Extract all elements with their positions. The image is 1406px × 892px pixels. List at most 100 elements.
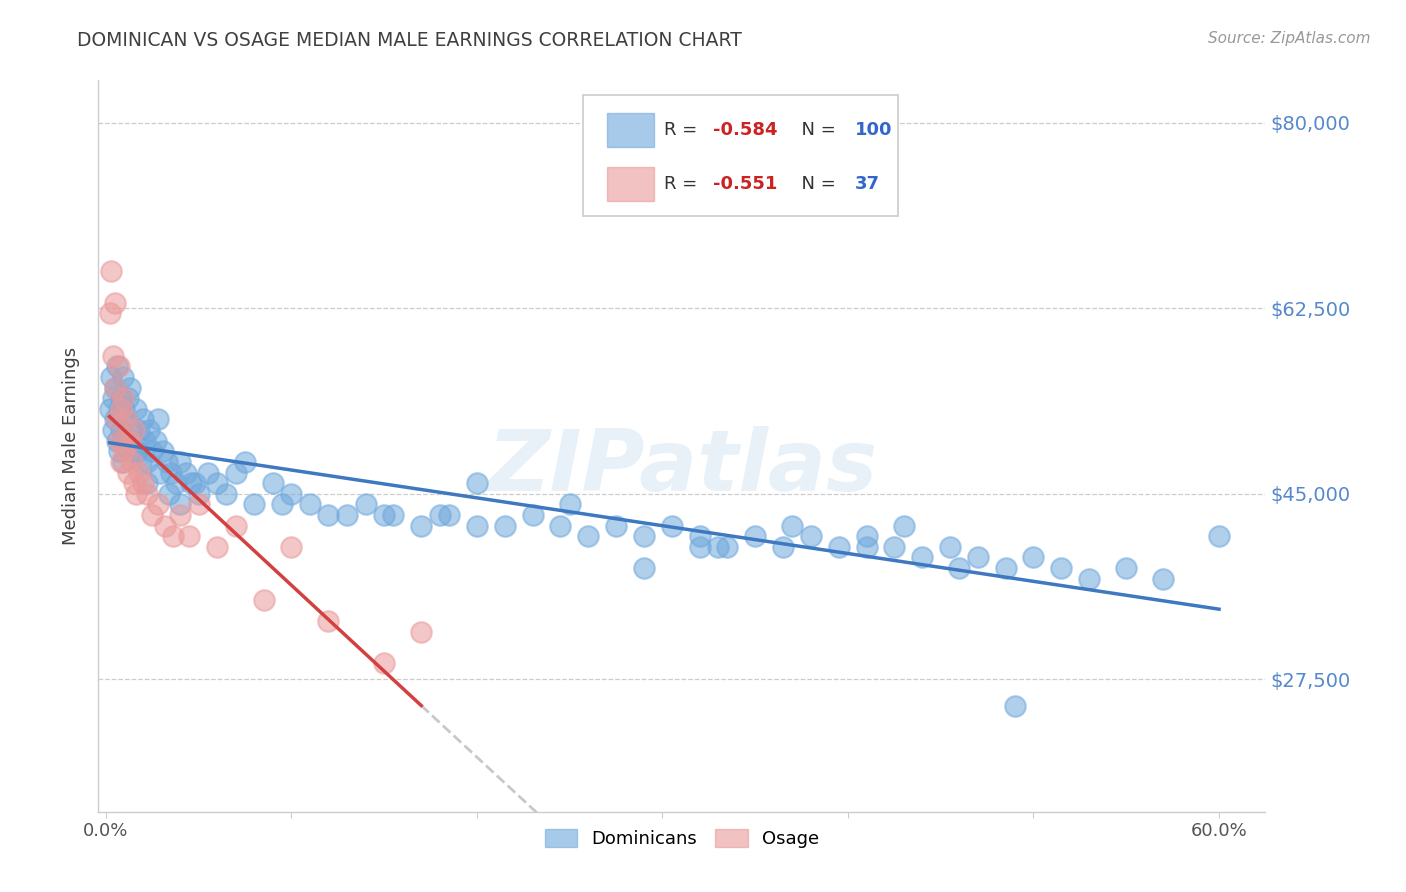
Point — [111, 370, 134, 384]
Point — [110, 401, 132, 416]
Text: N =: N = — [790, 121, 842, 139]
Text: ZIPatlas: ZIPatlas — [486, 426, 877, 509]
Point — [994, 561, 1017, 575]
Point — [744, 529, 766, 543]
Point — [138, 423, 160, 437]
Point — [893, 518, 915, 533]
Point — [411, 624, 433, 639]
Point — [128, 466, 150, 480]
Point — [411, 518, 433, 533]
Point — [1208, 529, 1230, 543]
Point — [280, 540, 302, 554]
Point — [132, 476, 155, 491]
Point — [187, 497, 209, 511]
Point — [103, 423, 125, 437]
Point — [141, 508, 163, 522]
Point — [104, 381, 127, 395]
Point — [429, 508, 451, 522]
Point — [336, 508, 359, 522]
Point — [108, 401, 131, 416]
Point — [522, 508, 544, 522]
Point — [135, 455, 157, 469]
Point — [104, 412, 127, 426]
Point — [110, 392, 132, 406]
Point — [225, 466, 247, 480]
Point — [149, 466, 172, 480]
Point — [155, 518, 177, 533]
Point — [146, 412, 169, 426]
Legend: Dominicans, Osage: Dominicans, Osage — [537, 822, 827, 855]
Point — [103, 349, 125, 363]
Point — [707, 540, 730, 554]
Point — [576, 529, 599, 543]
Point — [661, 518, 683, 533]
FancyBboxPatch shape — [582, 95, 898, 216]
Point — [373, 508, 395, 522]
Point — [129, 455, 152, 469]
Point — [122, 423, 145, 437]
Point — [1050, 561, 1073, 575]
Point — [911, 550, 934, 565]
Point — [111, 392, 134, 406]
Point — [243, 497, 266, 511]
Point — [100, 370, 122, 384]
Point — [146, 497, 169, 511]
Point — [689, 540, 711, 554]
Point — [156, 455, 179, 469]
Point — [280, 486, 302, 500]
Text: Source: ZipAtlas.com: Source: ZipAtlas.com — [1208, 31, 1371, 46]
Text: R =: R = — [665, 121, 703, 139]
Point — [354, 497, 377, 511]
Point — [108, 434, 131, 448]
Point — [108, 359, 131, 374]
Point — [1115, 561, 1137, 575]
Point — [135, 486, 157, 500]
Point — [98, 401, 121, 416]
Point — [558, 497, 581, 511]
Point — [298, 497, 321, 511]
Point — [98, 306, 121, 320]
Point — [105, 359, 128, 374]
Point — [108, 444, 131, 458]
Point — [124, 401, 146, 416]
Point — [966, 550, 988, 565]
Point — [121, 455, 143, 469]
Point — [633, 529, 655, 543]
Point — [215, 486, 238, 500]
Text: 37: 37 — [855, 175, 880, 193]
Point — [112, 434, 135, 448]
Point — [855, 529, 877, 543]
Point — [118, 434, 141, 448]
Point — [141, 444, 163, 458]
Point — [118, 444, 141, 458]
Point — [271, 497, 294, 511]
Point — [782, 518, 804, 533]
Point — [162, 529, 184, 543]
Point — [132, 412, 155, 426]
Point — [373, 657, 395, 671]
Point — [550, 518, 572, 533]
Point — [205, 476, 228, 491]
Point — [1004, 698, 1026, 713]
Text: DOMINICAN VS OSAGE MEDIAN MALE EARNINGS CORRELATION CHART: DOMINICAN VS OSAGE MEDIAN MALE EARNINGS … — [77, 31, 742, 50]
Text: 100: 100 — [855, 121, 893, 139]
Point — [135, 476, 157, 491]
Point — [117, 392, 139, 406]
Text: N =: N = — [790, 175, 842, 193]
Point — [800, 529, 823, 543]
Point — [112, 444, 135, 458]
Point — [121, 423, 143, 437]
Point — [110, 455, 132, 469]
Point — [948, 561, 970, 575]
FancyBboxPatch shape — [607, 167, 654, 201]
Point — [1152, 572, 1174, 586]
Point — [122, 476, 145, 491]
Point — [157, 486, 180, 500]
Point — [1078, 572, 1101, 586]
Point — [179, 529, 201, 543]
Point — [110, 423, 132, 437]
Point — [205, 540, 228, 554]
Point — [772, 540, 794, 554]
Point — [225, 518, 247, 533]
Point — [855, 540, 877, 554]
